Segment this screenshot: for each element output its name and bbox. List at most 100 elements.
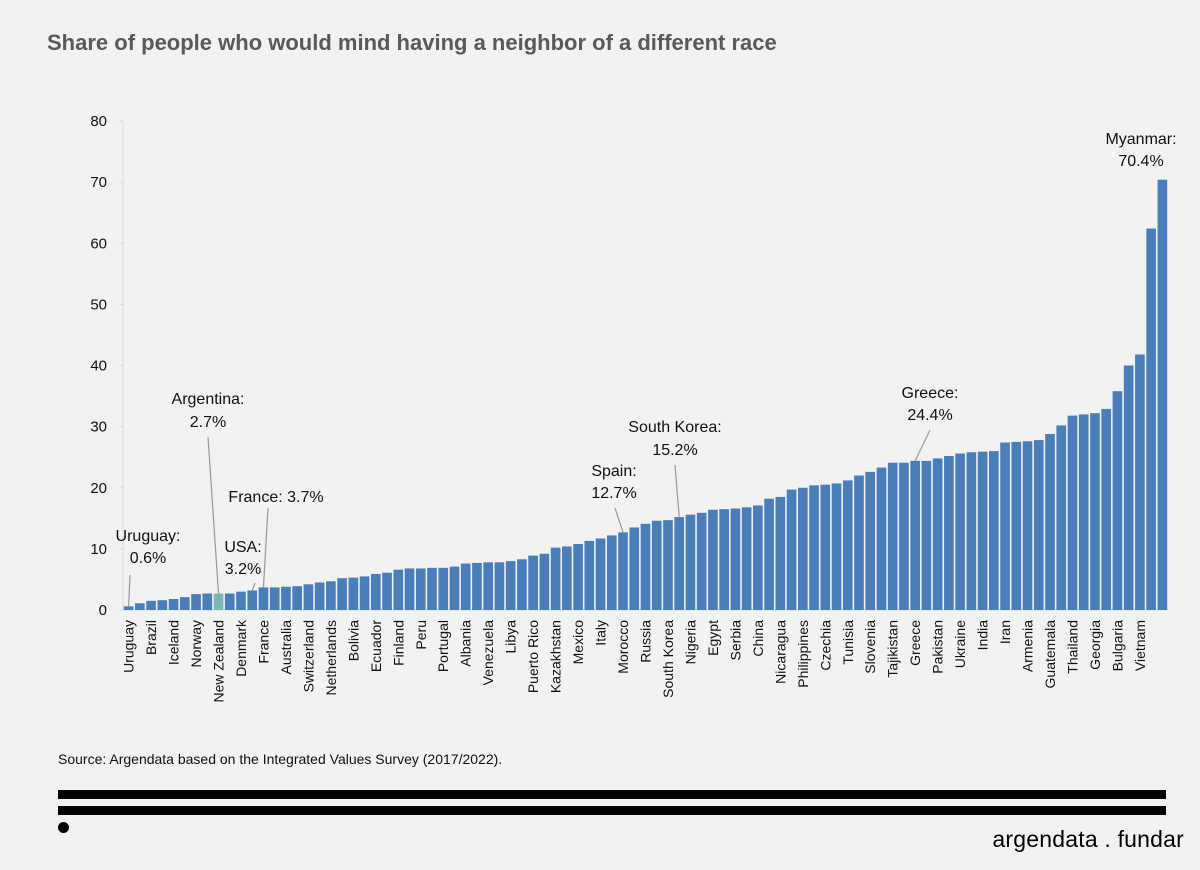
bar xyxy=(382,572,392,610)
bar xyxy=(696,512,707,610)
bar xyxy=(168,599,179,610)
bar xyxy=(1033,440,1044,610)
bar xyxy=(314,582,325,610)
x-tick-label: Tajikistan xyxy=(885,620,901,678)
bar xyxy=(213,593,224,610)
x-tick-label: Thailand xyxy=(1064,620,1080,674)
x-tick-label: Iceland xyxy=(166,620,182,665)
annotation-leader-line xyxy=(207,436,220,594)
bar xyxy=(348,577,359,610)
bar xyxy=(719,509,729,610)
bar xyxy=(562,546,572,610)
x-tick-label: Iran xyxy=(997,620,1013,644)
x-tick-label: Portugal xyxy=(435,620,451,672)
bar xyxy=(1112,391,1123,610)
x-tick-label: Italy xyxy=(593,620,609,646)
bar xyxy=(517,559,527,610)
x-tick-label: Kazakhstan xyxy=(548,620,564,693)
annotation-leader-line xyxy=(128,574,131,607)
bar xyxy=(1056,425,1067,610)
bar xyxy=(494,562,505,610)
x-tick-label: Morocco xyxy=(615,620,631,674)
x-tick-label: France xyxy=(255,620,271,664)
x-tick-label: Slovenia xyxy=(862,620,878,674)
bar xyxy=(460,563,471,610)
bar xyxy=(966,452,977,610)
bar xyxy=(202,593,213,610)
y-tick-label: 10 xyxy=(90,541,107,558)
x-tick-label: New Zealand xyxy=(211,620,227,703)
bar xyxy=(1146,228,1156,610)
bar xyxy=(674,517,685,610)
chart-title: Share of people who would mind having a … xyxy=(47,30,777,55)
annotation: Argentina: 2.7% xyxy=(172,391,245,594)
bar xyxy=(932,458,943,610)
x-tick-label: Vietnam xyxy=(1132,620,1148,671)
annotation-leader-line xyxy=(262,507,269,588)
x-tick-label: Albania xyxy=(458,620,474,667)
bar xyxy=(820,484,831,610)
annotation-value: 15.2% xyxy=(652,442,697,459)
annotation: USA: 3.2% xyxy=(224,539,262,591)
bar xyxy=(191,594,201,610)
bar xyxy=(663,520,673,610)
bar xyxy=(831,483,842,610)
bar xyxy=(809,485,819,610)
annotation-label: Argentina: xyxy=(172,391,245,408)
x-tick-label: Finland xyxy=(390,620,406,666)
x-tick-label: Egypt xyxy=(705,620,721,656)
y-tick-label: 20 xyxy=(90,480,107,497)
bar xyxy=(910,460,921,610)
x-tick-label: Georgia xyxy=(1087,620,1103,670)
annotation-label: Spain: xyxy=(591,463,636,480)
bar xyxy=(775,496,786,610)
bar xyxy=(438,567,449,610)
annotation: Spain: 12.7% xyxy=(591,463,637,533)
bar xyxy=(393,569,404,610)
x-tick-label: Mexico xyxy=(570,620,586,665)
x-tick-label: Ukraine xyxy=(952,620,968,668)
x-tick-label: Guatemala xyxy=(1042,620,1058,689)
x-tick-label: Netherlands xyxy=(323,620,339,696)
annotation-value: 24.4% xyxy=(907,407,952,424)
bar xyxy=(1123,365,1134,610)
bar xyxy=(292,586,302,610)
x-tick-label: Serbia xyxy=(727,620,743,661)
bar xyxy=(303,584,314,610)
bar xyxy=(528,555,538,610)
bar xyxy=(921,460,932,610)
x-tick-label: India xyxy=(975,620,991,651)
bar xyxy=(135,603,145,610)
footer-rule-top xyxy=(58,790,1166,799)
bar xyxy=(989,451,999,610)
bar xyxy=(573,543,583,610)
bar xyxy=(224,593,235,610)
bar xyxy=(764,498,774,610)
bar xyxy=(1022,441,1033,610)
bar xyxy=(370,573,381,610)
bar xyxy=(685,514,696,610)
bar xyxy=(359,576,370,610)
bar xyxy=(1011,441,1022,610)
y-tick-label: 0 xyxy=(99,602,107,619)
x-tick-label: Ecuador xyxy=(368,620,384,672)
x-tick-label: Armenia xyxy=(1020,620,1036,672)
bar xyxy=(618,532,628,610)
bar xyxy=(1135,354,1145,610)
bar xyxy=(269,587,280,610)
x-tick-label: Tunisia xyxy=(840,620,856,665)
bar xyxy=(944,455,954,610)
bar xyxy=(741,507,752,610)
annotation-value: 3.2% xyxy=(225,561,261,578)
annotation: Greece: 24.4% xyxy=(902,385,958,462)
bar xyxy=(258,587,269,610)
annotation-leader-line xyxy=(614,507,624,533)
bar xyxy=(1157,179,1168,610)
annotation-value: 0.6% xyxy=(130,550,166,567)
y-tick-label: 50 xyxy=(90,296,107,313)
x-tick-label: Australia xyxy=(278,620,294,675)
footer-dot xyxy=(58,822,69,833)
annotation-value: 12.7% xyxy=(591,485,636,502)
bars xyxy=(123,179,1168,610)
annotation-label: USA: xyxy=(224,539,261,556)
